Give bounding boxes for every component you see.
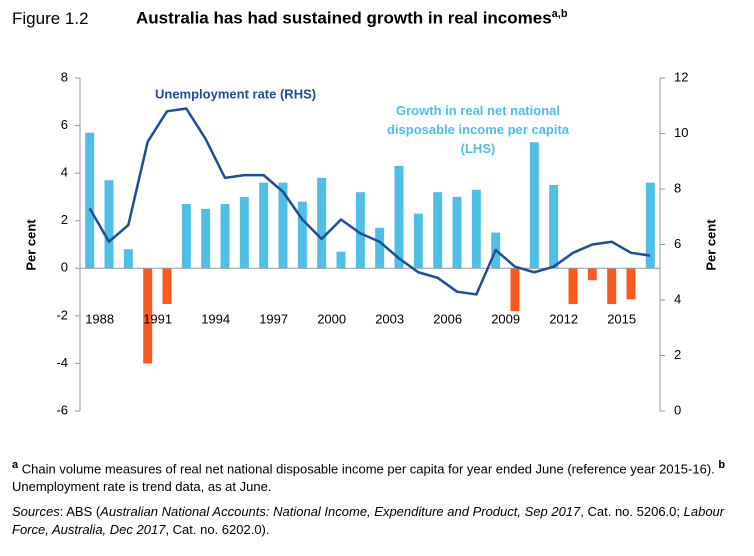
x-tick-label: 2009 [491,312,520,327]
sources: Sources: ABS (Australian National Accoun… [12,503,737,539]
x-tick-label: 2000 [317,312,346,327]
bar [336,251,346,269]
header: Figure 1.2 Australia has had sustained gr… [12,8,568,29]
line [88,107,651,296]
legend-line: Unemployment rate (RHS) [155,86,316,101]
y-tick-label: 6 [61,117,68,132]
y2-tick-label: 10 [674,125,688,140]
bar [394,166,404,269]
y2-tick-label: 2 [674,347,681,362]
bar [471,189,481,269]
bar [568,268,578,304]
y-tick-label: 2 [61,212,68,227]
bar [529,142,539,269]
bar [85,132,95,269]
bar [413,213,423,269]
x-tick-label: 2012 [549,312,578,327]
source-text: , Cat. no. 6202.0). [165,522,270,538]
notes: a Chain volume measures of real net nati… [12,456,737,539]
bar [317,177,327,269]
bar [239,196,249,269]
figure-label: Figure 1.2 [12,8,89,28]
note-text: Unemployment rate is trend data, as at J… [12,479,272,495]
y-tick-label: -2 [56,307,68,322]
note-marker: a [12,459,19,471]
footnotes: a Chain volume measures of real net nati… [12,456,737,496]
bar [549,185,559,269]
y-tick-label: -6 [56,402,68,417]
y-tick-label: 0 [61,260,68,275]
bar [143,268,153,364]
bar [626,268,636,300]
bar [607,268,617,304]
bar [162,268,172,304]
y-axis-title: Per cent [23,219,38,271]
x-tick-label: 2003 [375,312,404,327]
bar [587,268,597,281]
bar [297,201,307,269]
x-tick-label: 1997 [259,312,288,327]
chart: -6 -4 -2 0 2 4 6 8 0 2 4 6 8 10 12 Per cent Per cent 1988… [23,69,718,417]
bar [201,208,211,269]
bar [123,249,133,269]
source-text: Australian National Accounts: National I… [100,504,581,520]
y-tick-label: 8 [61,69,68,84]
bar [181,204,191,269]
title-superscript: a,b [551,8,568,20]
y2-tick-label: 8 [674,180,681,195]
y2-tick-label: 4 [674,291,681,306]
bar [278,182,288,269]
bar [645,182,655,269]
bar [510,268,520,312]
y-tick-label: -4 [56,355,68,370]
y-tick-label: 4 [61,165,68,180]
x-tick-label: 1988 [85,312,114,327]
bar [375,227,385,269]
source-text: , Cat. no. 5206.0; [580,504,684,520]
x-tick-label: 1994 [201,312,230,327]
x-tick-label: 1991 [143,312,172,327]
y2-tick-label: 6 [674,236,681,251]
x-tick-label: 2006 [433,312,462,327]
bar [433,192,443,269]
bar [259,182,269,269]
bar [220,204,230,269]
bar [355,192,365,269]
note-text: Chain volume measures of real net nation… [21,461,715,477]
x-tick-label: 2015 [607,312,636,327]
source-text: : ABS ( [59,504,101,520]
bar [452,196,462,269]
source-text: Sources [12,504,60,520]
note-marker: b [718,459,726,471]
bar [104,180,114,269]
y2-tick-label: 12 [674,69,688,84]
legend-bar: Growth in real net national disposable i… [386,103,570,156]
y2-axis-title: Per cent [703,219,718,271]
source-text: Labour Force, Australia, Dec 2017 [12,504,725,538]
y2-tick-label: 0 [674,402,681,417]
chart-title: Australia has had sustained growth in re… [136,8,552,28]
